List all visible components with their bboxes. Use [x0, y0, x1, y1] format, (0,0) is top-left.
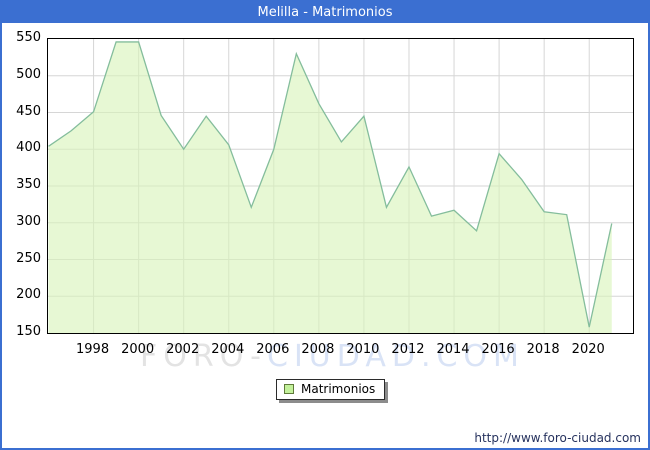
x-tick-label: 2008 — [301, 342, 335, 357]
y-tick-label: 450 — [16, 103, 41, 119]
x-tick-label: 1998 — [76, 342, 110, 357]
x-tick-label: 2016 — [481, 342, 515, 357]
y-tick-label: 300 — [16, 213, 41, 229]
legend: Matrimonios — [276, 379, 386, 400]
legend-swatch-icon — [284, 384, 294, 394]
y-tick-label: 250 — [16, 250, 41, 266]
x-tick-label: 2014 — [436, 342, 470, 357]
watermark: FORO-CIUDAD.COM — [140, 339, 525, 374]
y-tick-label: 400 — [16, 140, 41, 156]
plot-area — [47, 38, 634, 334]
x-tick-label: 2006 — [256, 342, 290, 357]
legend-label: Matrimonios — [301, 382, 376, 396]
area-series-matrimonios — [48, 41, 612, 333]
x-tick-label: 2004 — [211, 342, 245, 357]
y-tick-label: 200 — [16, 287, 41, 303]
watermark-part2: CIUDAD.COM — [267, 339, 525, 374]
y-tick-label: 350 — [16, 177, 41, 192]
footer-link[interactable]: http://www.foro-ciudad.com — [474, 431, 641, 445]
watermark-part1: FORO- — [140, 339, 267, 374]
x-tick-label: 2002 — [166, 342, 200, 357]
chart-title: Melilla - Matrimonios — [257, 5, 393, 20]
x-tick-label: 2018 — [526, 342, 560, 357]
x-tick-label: 2000 — [121, 342, 155, 357]
y-tick-label: 150 — [16, 324, 41, 339]
line-series-matrimonios — [48, 41, 613, 328]
x-tick-label: 2012 — [391, 342, 425, 357]
x-tick-label: 2010 — [346, 342, 380, 357]
x-tick-label: 2020 — [571, 342, 605, 357]
title-bar: Melilla - Matrimonios — [2, 2, 648, 23]
y-tick-label: 550 — [16, 30, 41, 45]
chart-svg — [48, 39, 633, 333]
y-tick-label: 500 — [16, 66, 41, 82]
